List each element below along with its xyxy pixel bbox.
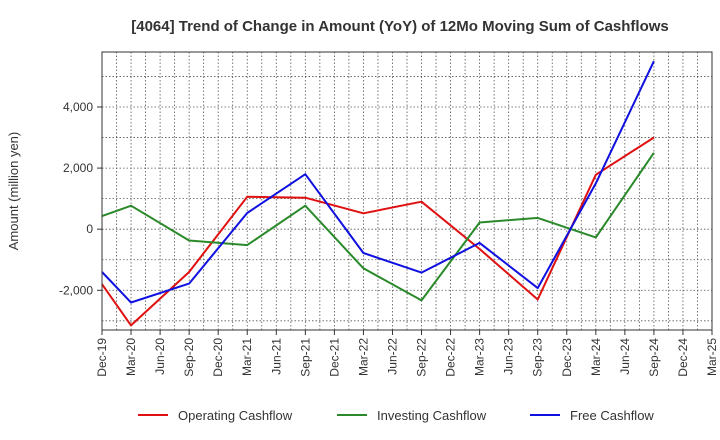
series-line-free-cashflow (101, 60, 655, 304)
x-tick-label: Dec-23 (560, 338, 574, 377)
x-tick-label: Mar-25 (705, 338, 719, 376)
x-tick-label: Jun-20 (153, 338, 167, 375)
plot-frame (101, 51, 713, 331)
x-tick-label: Sep-21 (298, 338, 312, 377)
series-line-investing-cashflow (101, 152, 655, 302)
legend: Operating Cashflow Investing Cashflow Free… (138, 408, 654, 423)
y-axis-ticks: -2,000 0 2,000 4,000 (59, 100, 102, 297)
legend-label: Investing Cashflow (377, 408, 487, 423)
x-tick-label: Sep-23 (531, 338, 545, 377)
legend-label: Free Cashflow (570, 408, 654, 423)
x-tick-label: Sep-20 (182, 338, 196, 377)
x-tick-label: Mar-23 (473, 338, 487, 376)
grid (101, 52, 713, 330)
y-axis-label: Amount (million yen) (6, 132, 21, 251)
x-tick-label: Mar-20 (124, 338, 138, 376)
x-tick-label: Mar-21 (240, 338, 254, 376)
chart-title: [4064] Trend of Change in Amount (YoY) o… (131, 18, 669, 35)
x-tick-label: Dec-24 (676, 338, 690, 377)
x-tick-label: Dec-21 (327, 338, 341, 377)
x-tick-label: Mar-22 (356, 338, 370, 376)
series-lines (101, 60, 655, 327)
y-tick-label: 2,000 (63, 161, 93, 175)
x-tick-label: Dec-20 (211, 338, 225, 377)
x-tick-label: Dec-22 (444, 338, 458, 377)
y-tick-label: 4,000 (63, 100, 93, 114)
x-tick-label: Jun-21 (269, 338, 283, 375)
x-tick-label: Sep-22 (415, 338, 429, 377)
x-axis-ticks: Dec-19 Mar-20 Jun-20 Sep-20 Dec-20 Mar-21 Jun-… (95, 330, 719, 377)
legend-label: Operating Cashflow (178, 408, 293, 423)
x-tick-label: Jun-22 (385, 338, 399, 375)
x-tick-label: Jun-24 (618, 338, 632, 375)
x-tick-label: Dec-19 (95, 338, 109, 377)
x-tick-label: Sep-24 (647, 338, 661, 377)
y-tick-label: -2,000 (59, 283, 93, 297)
y-tick-label: 0 (86, 222, 93, 236)
x-tick-label: Jun-23 (502, 338, 516, 375)
x-tick-label: Mar-24 (589, 338, 603, 376)
